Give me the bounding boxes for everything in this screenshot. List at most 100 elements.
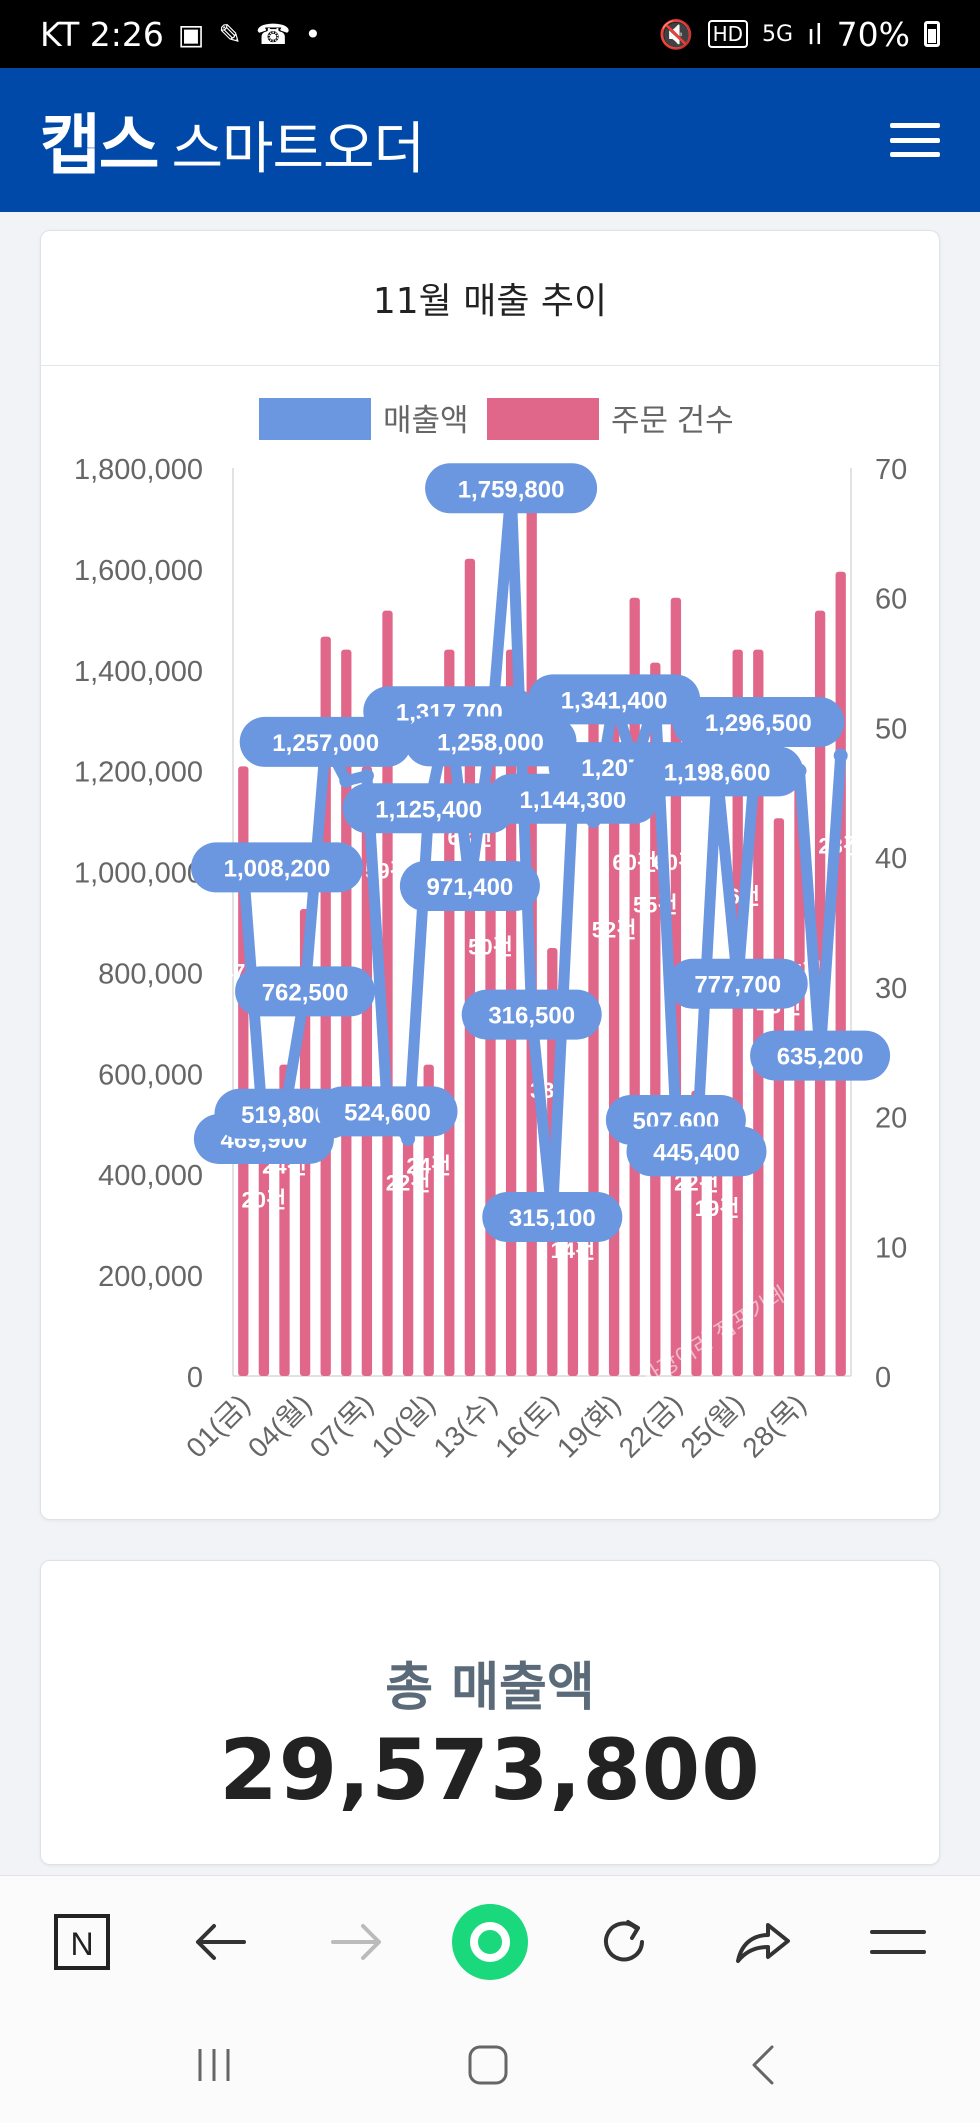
legend-label[interactable]: 매출액 bbox=[383, 403, 469, 438]
y-left-tick-label: 200,000 bbox=[98, 1261, 203, 1293]
y-left-tick-label: 400,000 bbox=[98, 1160, 203, 1192]
x-tick-label: 04(월) bbox=[242, 1388, 317, 1463]
y-left-tick-label: 1,600,000 bbox=[74, 555, 203, 587]
line-data-label-pill bbox=[317, 1086, 458, 1137]
brand-main: 캡스 bbox=[40, 107, 159, 184]
line-data-label-pill bbox=[239, 716, 412, 767]
y-left-tick-label: 600,000 bbox=[98, 1059, 203, 1091]
green-dot-icon[interactable] bbox=[450, 1902, 530, 1982]
x-tick-label: 25(월) bbox=[675, 1388, 750, 1463]
line-data-label: 1,257,000 bbox=[272, 730, 379, 757]
share-icon[interactable] bbox=[730, 1910, 794, 1974]
line-data-label: 445,400 bbox=[653, 1139, 740, 1166]
order-count-bar bbox=[773, 818, 785, 1376]
line-data-label-pill bbox=[214, 1088, 355, 1139]
order-count-bar bbox=[258, 1116, 270, 1376]
brand-sub: 스마트오더 bbox=[171, 117, 425, 182]
legend-swatch[interactable] bbox=[487, 398, 599, 440]
order-count-bar bbox=[464, 558, 476, 1376]
bar-data-label: 24건 bbox=[406, 1154, 451, 1179]
refresh-icon[interactable] bbox=[592, 1910, 656, 1974]
status-bar: KT 2:26 ▣ ✎ ☎ • 🔇 HD 5G ıl 70% bbox=[0, 0, 980, 68]
line-data-label: 519,800 bbox=[241, 1102, 328, 1129]
hd-icon: HD bbox=[707, 20, 749, 48]
missed-call-icon: ☎ bbox=[255, 17, 291, 51]
line-data-label-pill bbox=[667, 958, 808, 1009]
chart-card-title: 11월 매출 추이 bbox=[41, 231, 939, 366]
dot-icon: • bbox=[304, 17, 322, 51]
legend-swatch[interactable] bbox=[259, 398, 371, 440]
battery-percent: 70% bbox=[836, 14, 910, 54]
y-right-tick-label: 0 bbox=[875, 1362, 891, 1394]
back-icon[interactable] bbox=[734, 2043, 794, 2087]
x-tick-label: 13(수) bbox=[427, 1388, 502, 1463]
edit-icon: ✎ bbox=[218, 17, 242, 51]
y-left-tick-label: 1,800,000 bbox=[74, 454, 203, 486]
y-left-tick-label: 800,000 bbox=[98, 958, 203, 990]
line-data-label: 1,125,400 bbox=[375, 796, 482, 823]
line-data-label-pill bbox=[235, 966, 376, 1017]
order-count-bar bbox=[361, 766, 373, 1376]
app-header: 캡스 스마트오더 bbox=[0, 68, 980, 212]
line-data-label-pill bbox=[672, 696, 845, 747]
line-data-label-pill bbox=[461, 989, 602, 1040]
x-tick-label: 28(목) bbox=[736, 1388, 811, 1463]
line-data-label: 1,759,800 bbox=[458, 476, 565, 503]
line-data-label: 762,500 bbox=[262, 979, 349, 1006]
bar-data-label: 60건 bbox=[612, 850, 657, 875]
hamburger-menu-icon[interactable] bbox=[890, 123, 940, 157]
y-left-tick-label: 1,000,000 bbox=[74, 858, 203, 890]
back-arrow-icon[interactable] bbox=[188, 1910, 252, 1974]
order-count-bar bbox=[423, 1064, 434, 1376]
line-data-label-pill bbox=[191, 842, 363, 893]
bar-data-label: 23건 bbox=[818, 833, 863, 858]
line-data-label-pill bbox=[750, 1030, 891, 1081]
sales-amount-point bbox=[833, 748, 848, 763]
line-data-label: 1,296,500 bbox=[705, 710, 812, 737]
5g-signal-icon: 5G bbox=[762, 21, 794, 47]
browser-toolbar: N bbox=[0, 1875, 980, 2004]
y-right-tick-label: 20 bbox=[875, 1103, 907, 1135]
y-right-tick-label: 70 bbox=[875, 454, 907, 486]
bar-data-label: 19건 bbox=[695, 1196, 740, 1221]
recent-apps-icon[interactable] bbox=[184, 2043, 244, 2087]
line-data-label: 315,100 bbox=[509, 1205, 596, 1232]
naver-icon[interactable]: N bbox=[50, 1910, 114, 1974]
x-tick-label: 16(토) bbox=[489, 1388, 564, 1463]
total-sales-card: 총 매출액 29,573,800 bbox=[40, 1560, 940, 1865]
bar-data-label: 22건 bbox=[386, 1171, 431, 1196]
y-left-tick-label: 1,200,000 bbox=[74, 757, 203, 789]
line-data-label: 316,500 bbox=[488, 1003, 575, 1030]
y-left-tick-label: 1,400,000 bbox=[74, 656, 203, 688]
bar-data-label: 20건 bbox=[242, 1187, 287, 1212]
order-count-bar bbox=[402, 1090, 414, 1376]
battery-icon bbox=[924, 21, 940, 47]
signal-bars-icon: ıl bbox=[807, 17, 823, 51]
total-sales-label: 총 매출액 bbox=[385, 1658, 595, 1718]
x-tick-label: 07(목) bbox=[304, 1388, 379, 1463]
y-right-tick-label: 50 bbox=[875, 713, 907, 745]
brand-logo[interactable]: 캡스 스마트오더 bbox=[40, 92, 425, 188]
menu-icon[interactable] bbox=[866, 1910, 930, 1974]
line-data-label-pill bbox=[399, 860, 540, 911]
line-data-label-pill bbox=[528, 674, 701, 725]
home-icon[interactable] bbox=[458, 2043, 518, 2087]
legend-label[interactable]: 주문 건수 bbox=[611, 403, 734, 438]
system-nav-bar bbox=[0, 2003, 980, 2123]
svg-text:N: N bbox=[70, 1926, 93, 1962]
y-right-tick-label: 30 bbox=[875, 973, 907, 1005]
line-data-label: 524,600 bbox=[344, 1099, 431, 1126]
total-sales-value: 29,573,800 bbox=[219, 1721, 761, 1819]
forward-arrow-icon[interactable] bbox=[325, 1910, 389, 1974]
line-data-label: 1,341,400 bbox=[561, 687, 668, 714]
y-right-tick-label: 40 bbox=[875, 843, 907, 875]
sales-amount-point bbox=[339, 773, 354, 788]
line-data-label-pill bbox=[482, 1192, 623, 1243]
line-data-label: 777,700 bbox=[694, 972, 781, 999]
sales-amount-point bbox=[359, 768, 374, 783]
status-time: KT 2:26 bbox=[40, 14, 164, 54]
x-tick-label: 10(일) bbox=[366, 1388, 441, 1463]
order-count-bar bbox=[732, 649, 743, 1376]
bar-data-label: 52건 bbox=[592, 918, 637, 943]
line-data-label-pill bbox=[626, 1126, 767, 1177]
